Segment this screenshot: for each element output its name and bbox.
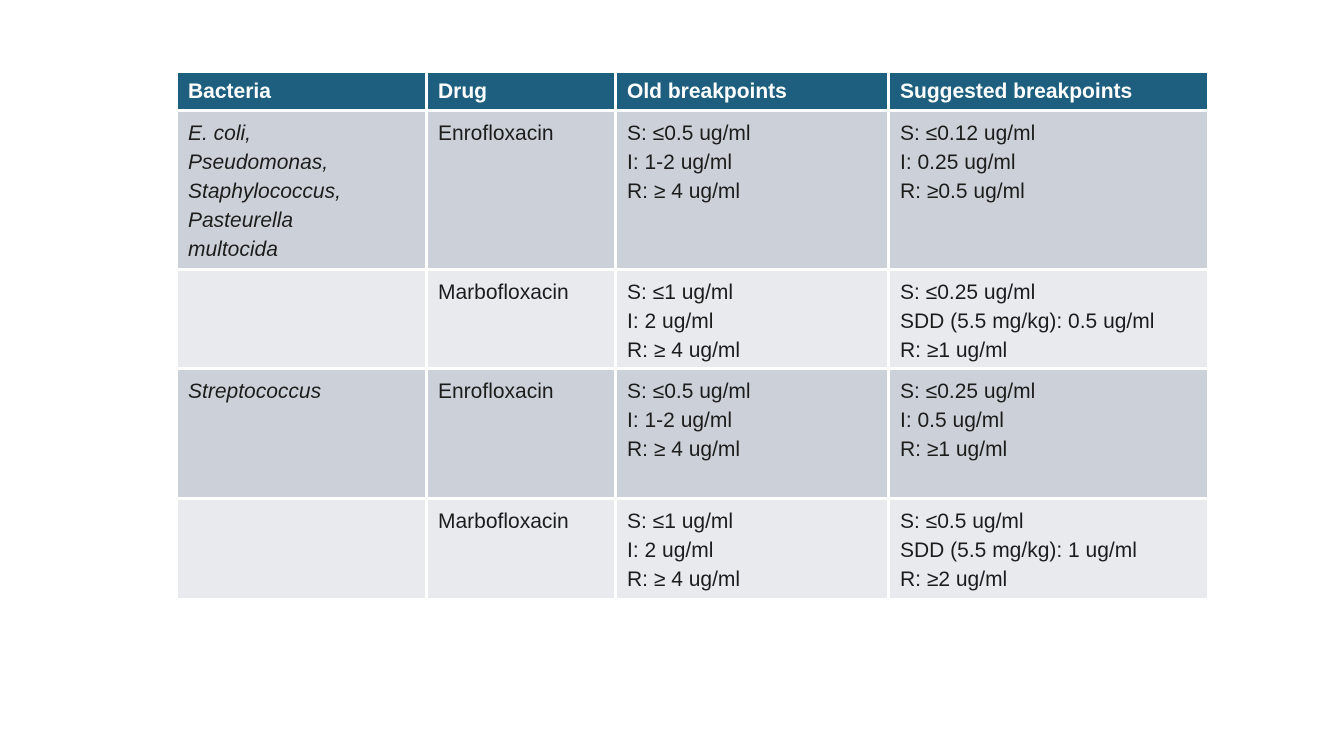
drug-name: Marbofloxacin xyxy=(438,510,569,533)
cell-bacteria-row4-empty xyxy=(178,500,425,598)
breakpoint-line: S: ≤0.25 ug/ml xyxy=(900,281,1036,304)
breakpoint-line: I: 2 ug/ml xyxy=(627,539,714,562)
breakpoint-line: S: ≤1 ug/ml xyxy=(627,281,734,304)
bacteria-line: E. coli, xyxy=(188,122,252,145)
breakpoint-line: S: ≤0.25 ug/ml xyxy=(900,380,1036,403)
breakpoint-line: R: ≥0.5 ug/ml xyxy=(900,180,1025,203)
drug-name: Marbofloxacin xyxy=(438,281,569,304)
bacteria-line: multocida xyxy=(188,238,278,261)
cell-suggested-breakpoints-row1: S: ≤0.12 ug/ml I: 0.25 ug/ml R: ≥0.5 ug/… xyxy=(890,112,1207,268)
drug-name: Enrofloxacin xyxy=(438,380,554,403)
cell-drug-row3: Enrofloxacin xyxy=(428,370,614,497)
breakpoint-line: I: 1-2 ug/ml xyxy=(627,409,733,432)
breakpoint-line: R: ≥1 ug/ml xyxy=(900,438,1008,461)
breakpoint-line: R: ≥1 ug/ml xyxy=(900,339,1008,362)
drug-name: Enrofloxacin xyxy=(438,122,554,145)
cell-old-breakpoints-row4: S: ≤1 ug/ml I: 2 ug/ml R: ≥ 4 ug/ml xyxy=(617,500,887,598)
breakpoint-line: S: ≤0.5 ug/ml xyxy=(627,122,751,145)
cell-drug-row4: Marbofloxacin xyxy=(428,500,614,598)
breakpoint-line: R: ≥ 4 ug/ml xyxy=(627,568,741,591)
cell-bacteria-row2-empty xyxy=(178,271,425,367)
cell-old-breakpoints-row3: S: ≤0.5 ug/ml I: 1-2 ug/ml R: ≥ 4 ug/ml xyxy=(617,370,887,497)
breakpoint-line: S: ≤1 ug/ml xyxy=(627,510,734,533)
cell-suggested-breakpoints-row3: S: ≤0.25 ug/ml I: 0.5 ug/ml R: ≥1 ug/ml xyxy=(890,370,1207,497)
bacteria-line: Streptococcus xyxy=(188,380,322,403)
header-cell-drug: Drug xyxy=(428,73,614,109)
cell-bacteria-row1: E. coli, Pseudomonas, Staphylococcus, Pa… xyxy=(178,112,425,268)
cell-old-breakpoints-row1: S: ≤0.5 ug/ml I: 1-2 ug/ml R: ≥ 4 ug/ml xyxy=(617,112,887,268)
header-cell-suggested-breakpoints: Suggested breakpoints xyxy=(890,73,1207,109)
breakpoint-line: I: 2 ug/ml xyxy=(627,310,714,333)
cell-bacteria-row3: Streptococcus xyxy=(178,370,425,497)
header-cell-bacteria: Bacteria xyxy=(178,73,425,109)
breakpoints-table: Bacteria Drug Old breakpoints Suggested … xyxy=(178,73,1207,598)
breakpoint-line: SDD (5.5 mg/kg): 1 ug/ml xyxy=(900,539,1137,562)
breakpoint-line: R: ≥ 4 ug/ml xyxy=(627,180,741,203)
bacteria-line: Pasteurella xyxy=(188,209,294,232)
breakpoint-line: SDD (5.5 mg/kg): 0.5 ug/ml xyxy=(900,310,1155,333)
breakpoint-line: I: 1-2 ug/ml xyxy=(627,151,733,174)
breakpoint-line: R: ≥2 ug/ml xyxy=(900,568,1008,591)
bacteria-line: Pseudomonas, xyxy=(188,151,329,174)
cell-drug-row2: Marbofloxacin xyxy=(428,271,614,367)
bacteria-line: Staphylococcus, xyxy=(188,180,341,203)
breakpoint-line: S: ≤0.5 ug/ml xyxy=(900,510,1024,533)
breakpoint-line: S: ≤0.12 ug/ml xyxy=(900,122,1036,145)
cell-suggested-breakpoints-row2: S: ≤0.25 ug/ml SDD (5.5 mg/kg): 0.5 ug/m… xyxy=(890,271,1207,367)
breakpoint-line: I: 0.5 ug/ml xyxy=(900,409,1004,432)
breakpoint-line: I: 0.25 ug/ml xyxy=(900,151,1016,174)
breakpoint-line: R: ≥ 4 ug/ml xyxy=(627,339,741,362)
cell-drug-row1: Enrofloxacin xyxy=(428,112,614,268)
cell-old-breakpoints-row2: S: ≤1 ug/ml I: 2 ug/ml R: ≥ 4 ug/ml xyxy=(617,271,887,367)
cell-suggested-breakpoints-row4: S: ≤0.5 ug/ml SDD (5.5 mg/kg): 1 ug/ml R… xyxy=(890,500,1207,598)
breakpoint-line: R: ≥ 4 ug/ml xyxy=(627,438,741,461)
header-cell-old-breakpoints: Old breakpoints xyxy=(617,73,887,109)
breakpoint-line: S: ≤0.5 ug/ml xyxy=(627,380,751,403)
